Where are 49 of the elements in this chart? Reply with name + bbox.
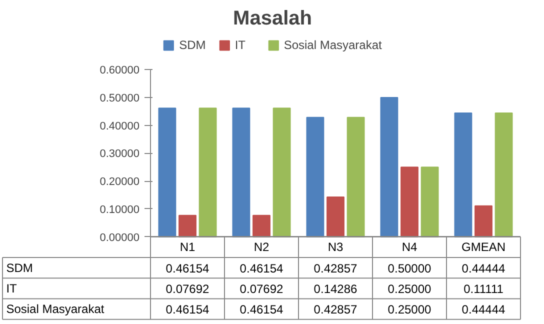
legend-label: IT	[234, 38, 246, 52]
y-tick-label: 0.40000	[100, 120, 140, 132]
data-label: 0.07692	[240, 282, 284, 296]
data-label: 0.46154	[166, 261, 210, 276]
data-label: 0.50000	[388, 261, 432, 276]
y-tick-label: 0.10000	[100, 204, 140, 216]
bar	[198, 108, 217, 238]
bar	[252, 214, 270, 238]
data-label: 0.46154	[166, 302, 210, 317]
bar	[494, 112, 513, 238]
bar	[454, 112, 472, 238]
data-label: 0.44444	[462, 302, 506, 317]
y-tick-label: 0.00000	[100, 232, 140, 244]
data-label: 0.25000	[388, 282, 432, 296]
x-tick-label: N1	[180, 240, 196, 254]
text: Sosial Masyarakat	[6, 302, 104, 316]
x-tick-label: N2	[254, 240, 270, 254]
data-label: 0.11111	[464, 282, 504, 296]
bar	[420, 166, 439, 238]
y-tick-label: 0.30000	[100, 148, 140, 160]
bar	[474, 205, 492, 238]
data-label: 0.42857	[314, 302, 358, 317]
x-tick-label: GMEAN	[462, 240, 506, 254]
text: SDM	[6, 260, 33, 275]
chart-title: Masalah	[233, 8, 312, 30]
bar	[326, 196, 344, 238]
legend-label: SDM	[179, 38, 206, 52]
data-label: 0.25000	[388, 302, 432, 317]
data-label: 0.14286	[314, 282, 358, 296]
y-tick-label: 0.60000	[100, 64, 140, 77]
data-label: 0.44444	[462, 261, 506, 276]
bar	[232, 108, 250, 238]
y-tick-label: 0.50000	[100, 92, 140, 104]
bar	[158, 108, 176, 238]
text: IT	[6, 281, 17, 296]
bar	[346, 116, 365, 238]
data-label: 0.46154	[240, 302, 284, 317]
x-tick-label: N4	[402, 240, 418, 254]
bar	[178, 214, 196, 238]
bar	[272, 108, 291, 238]
bar	[380, 96, 398, 238]
legend-label: Sosial Masyarakat	[284, 38, 382, 52]
bar	[306, 116, 324, 238]
bar	[400, 166, 418, 238]
data-label: 0.46154	[240, 261, 284, 276]
data-label: 0.07692	[166, 282, 210, 296]
y-tick-label: 0.20000	[100, 176, 140, 188]
x-tick-label: N3	[328, 240, 344, 254]
data-label: 0.42857	[314, 261, 358, 276]
